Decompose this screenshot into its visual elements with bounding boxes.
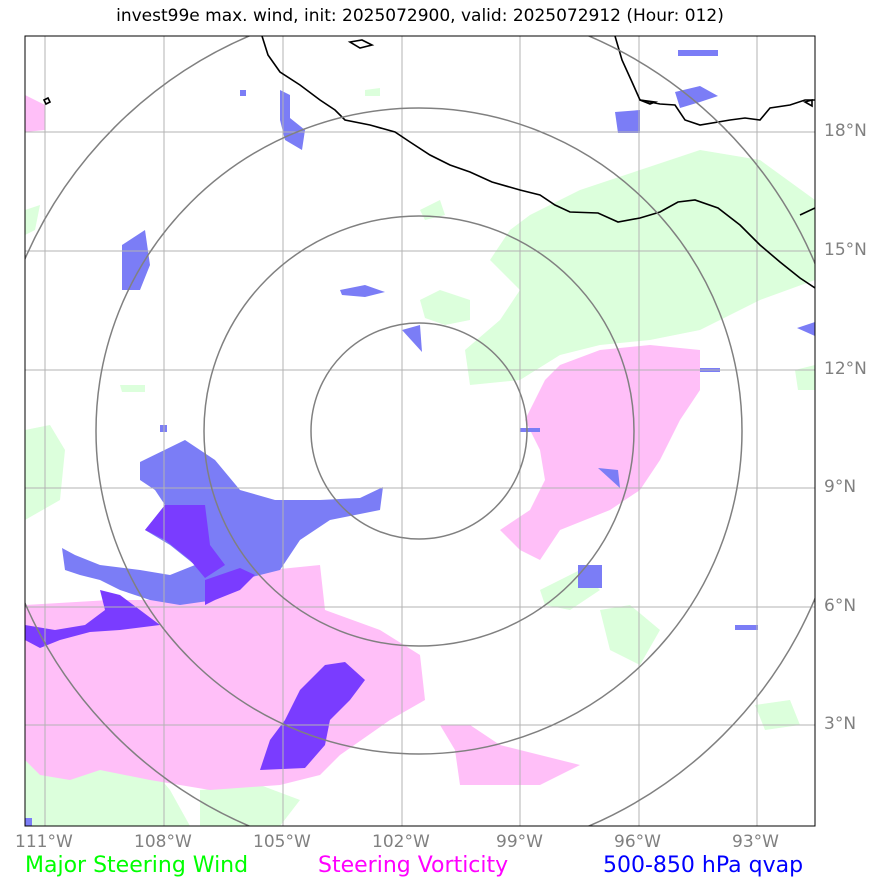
overlap-area <box>260 662 365 770</box>
lon-tick-label: 96°W <box>614 832 661 852</box>
qvap-area <box>340 285 385 297</box>
wind-area <box>600 605 660 665</box>
coastline <box>42 36 815 289</box>
wind-area <box>120 385 145 392</box>
vorticity-area <box>500 345 700 560</box>
map-title: invest99e max. wind, init: 2025072900, v… <box>116 6 724 26</box>
qvap-area <box>735 625 758 630</box>
islet-coast <box>42 96 52 106</box>
wind-area <box>25 205 40 235</box>
wind-area <box>755 700 800 730</box>
lat-tick-label: 3°N <box>824 714 857 734</box>
range-ring-3 <box>95 107 743 755</box>
lat-tick-label: 9°N <box>824 477 857 497</box>
graticule <box>25 36 815 826</box>
lon-tick-label: 102°W <box>372 832 430 852</box>
lon-tick-label: 108°W <box>134 832 192 852</box>
islet-coast <box>802 98 813 108</box>
overlap-area <box>145 505 225 578</box>
qvap-area <box>25 818 32 826</box>
legend-vorticity: Steering Vorticity <box>318 853 509 878</box>
lat-tick-label: 18°N <box>824 121 867 141</box>
lat-tick-label: 12°N <box>824 359 867 379</box>
qvap-area <box>520 428 540 432</box>
qvap-area <box>675 86 718 108</box>
qvap-area <box>402 325 422 352</box>
qvap-area <box>598 468 620 488</box>
qvap-area <box>62 440 383 605</box>
map-frame <box>24 35 816 827</box>
qvap-area <box>280 90 305 150</box>
wind-area <box>365 88 380 96</box>
qvap-layer <box>25 50 815 826</box>
gulf-coast <box>614 36 815 126</box>
vorticity-area <box>25 95 45 132</box>
qvap-area <box>240 90 246 96</box>
qvap-area <box>678 50 718 56</box>
range-ring-2 <box>203 215 635 647</box>
legend-qvap: 500-850 hPa qvap <box>603 853 804 878</box>
wind-area <box>465 150 815 385</box>
lon-tick-label: 93°W <box>732 832 779 852</box>
overlap-layer <box>25 505 365 770</box>
wind-area <box>420 200 445 220</box>
lon-tick-label: 99°W <box>496 832 543 852</box>
range-ring-1 <box>310 322 528 540</box>
overlap-area <box>205 568 255 605</box>
wind-area <box>200 785 300 826</box>
qvap-area <box>615 110 640 133</box>
vorticity-area <box>440 725 580 785</box>
range-rings <box>25 36 815 826</box>
guatemala-coast <box>799 207 815 216</box>
lon-tick-label: 105°W <box>253 832 311 852</box>
island-coast <box>347 39 375 49</box>
legend-wind: Major Steering Wind <box>25 853 249 878</box>
qvap-area <box>122 230 150 290</box>
islet-coast <box>639 99 659 105</box>
lat-tick-label: 15°N <box>824 240 867 260</box>
qvap-area <box>578 565 602 588</box>
wind-area <box>420 290 470 325</box>
lon-tick-label: 111°W <box>15 832 73 852</box>
lat-tick-label: 6°N <box>824 596 857 616</box>
overlap-area <box>25 590 160 648</box>
qvap-area <box>797 322 815 336</box>
mexico-coast <box>261 36 815 289</box>
wind-area <box>795 365 815 390</box>
